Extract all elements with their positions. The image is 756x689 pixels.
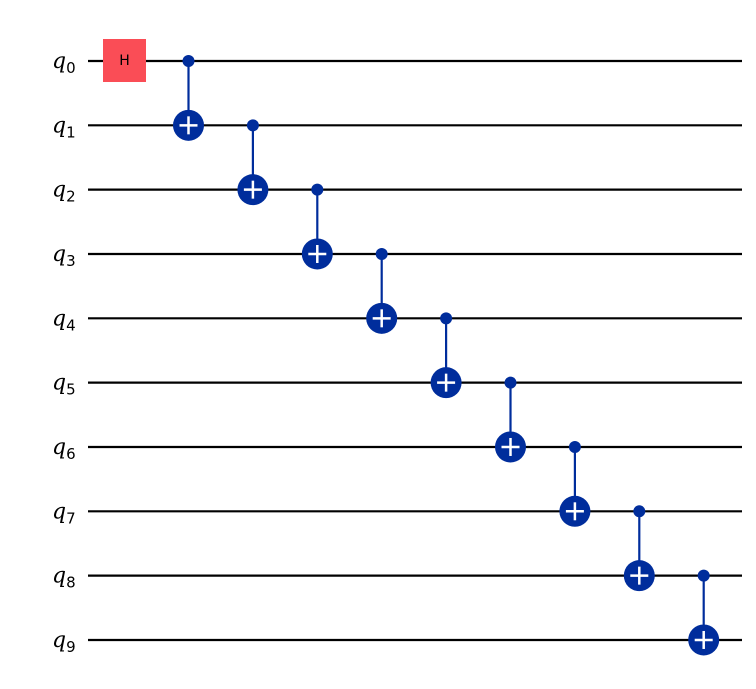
- qubit-label: q9: [52, 628, 76, 656]
- cnot-control: [697, 569, 710, 582]
- qubit-name: q: [52, 564, 66, 589]
- h-gate-label: H: [119, 53, 130, 69]
- cnot-control: [246, 119, 259, 132]
- qubit-name: q: [52, 113, 66, 138]
- qubit-label: q5: [52, 371, 76, 399]
- cnot-control: [311, 183, 324, 196]
- qubit-index: 1: [66, 123, 76, 141]
- h-gate: [103, 39, 146, 82]
- qubit-label: q3: [52, 242, 76, 270]
- qubit-name: q: [52, 435, 66, 460]
- cnot-control: [375, 247, 388, 260]
- qubit-label: q0: [52, 49, 76, 77]
- qubit-index: 3: [66, 252, 76, 270]
- qubit-index: 9: [66, 638, 76, 656]
- qubit-index: 7: [66, 509, 76, 527]
- qubit-name: q: [52, 371, 66, 396]
- qubit-name: q: [52, 306, 66, 331]
- qubit-index: 2: [66, 188, 76, 206]
- qubit-name: q: [52, 242, 66, 267]
- qubit-label: q6: [52, 435, 76, 463]
- qubit-name: q: [52, 49, 66, 74]
- qubit-index: 4: [66, 316, 76, 334]
- cnot-control: [568, 440, 581, 453]
- qubit-label: q7: [52, 499, 76, 527]
- qubit-name: q: [52, 178, 66, 203]
- cnot-control: [182, 55, 195, 67]
- qubit-name: q: [52, 499, 66, 524]
- qubit-label: q2: [52, 178, 76, 206]
- qubit-index: 0: [66, 59, 76, 77]
- cnot-control: [504, 376, 517, 389]
- qubit-index: 8: [66, 574, 76, 592]
- qubit-index: 5: [66, 381, 76, 399]
- cnot-control: [440, 312, 453, 325]
- qubit-label: q4: [52, 306, 76, 334]
- qubit-index: 6: [66, 445, 76, 463]
- qubit-label: q8: [52, 564, 76, 592]
- qubit-label: q1: [52, 113, 76, 141]
- cnot-control: [633, 505, 646, 518]
- qubit-name: q: [52, 628, 66, 653]
